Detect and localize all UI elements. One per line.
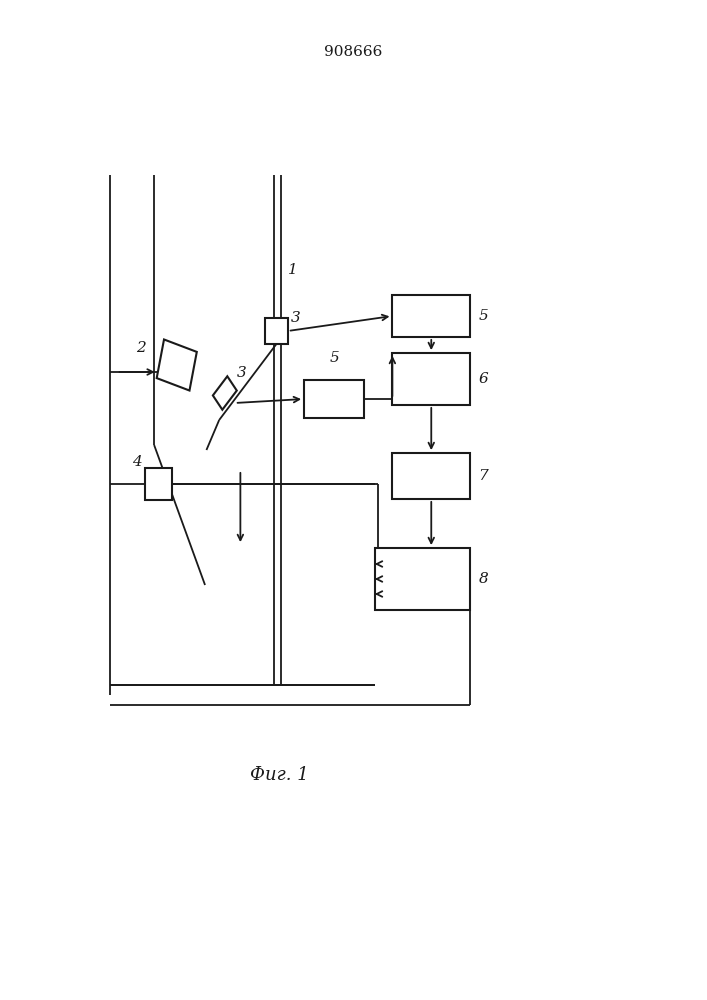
Bar <box>304 380 364 418</box>
Text: 4: 4 <box>132 455 141 469</box>
Text: 3: 3 <box>291 311 301 325</box>
Text: 6: 6 <box>479 372 489 386</box>
Bar <box>265 318 288 344</box>
Polygon shape <box>157 339 197 391</box>
Bar <box>392 295 470 337</box>
Text: 908666: 908666 <box>325 45 382 59</box>
Text: Фиг. 1: Фиг. 1 <box>250 766 309 784</box>
Bar <box>392 453 470 499</box>
Bar <box>145 468 172 500</box>
Text: 1: 1 <box>288 263 298 277</box>
Text: 5: 5 <box>479 309 489 323</box>
Text: 8: 8 <box>479 572 489 586</box>
Text: 2: 2 <box>136 341 146 355</box>
Text: 5: 5 <box>329 351 339 365</box>
Text: 3: 3 <box>237 366 247 380</box>
Text: 7: 7 <box>479 469 489 483</box>
Bar <box>375 548 470 610</box>
Bar <box>392 353 470 405</box>
Polygon shape <box>213 376 237 410</box>
